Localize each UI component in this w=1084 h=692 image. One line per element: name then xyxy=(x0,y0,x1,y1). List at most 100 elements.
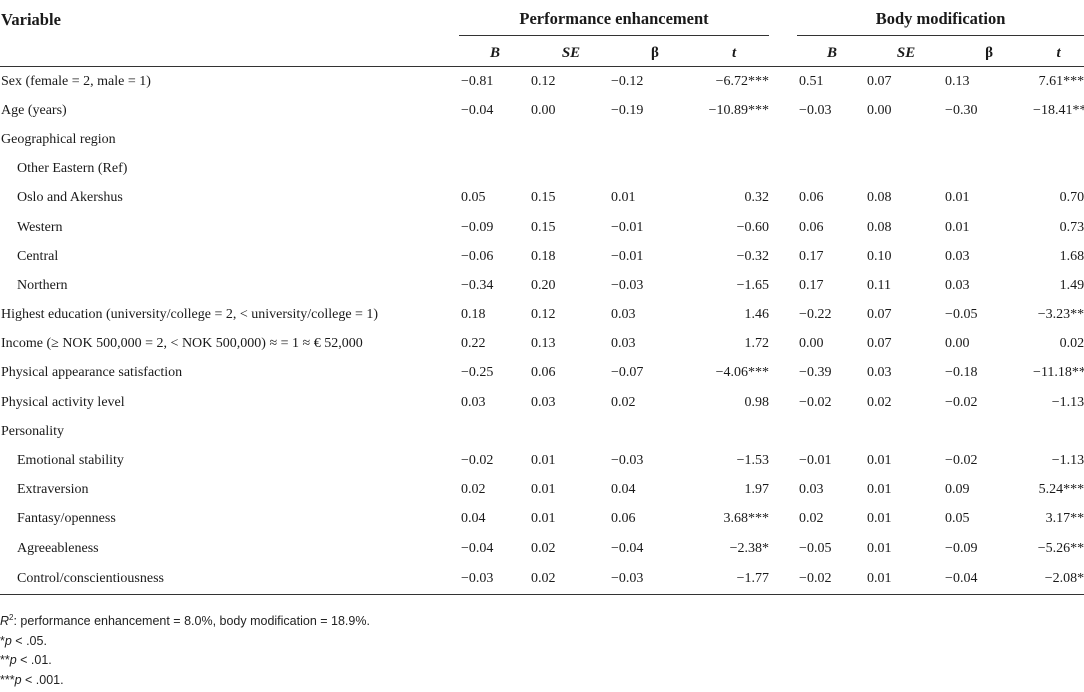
bm-cell-beta: −0.09 xyxy=(945,540,978,556)
pe-cell-se: 0.00 xyxy=(531,102,556,118)
row-label: Age (years) xyxy=(1,102,67,118)
pe-cell-t: 1.46 xyxy=(744,307,770,323)
bm-cell-beta xyxy=(945,125,1033,154)
table-row: Income (≥ NOK 500,000 = 2, < NOK 500,000… xyxy=(0,330,1084,359)
pe-cell-t xyxy=(699,125,769,154)
pe-cell-se: 0.12 xyxy=(531,73,556,89)
pe-cell-t xyxy=(699,155,769,184)
row-label: Highest education (university/college = … xyxy=(1,307,379,323)
bm-cell-t xyxy=(1033,417,1084,446)
pe-cell-b: −0.03 xyxy=(459,563,531,596)
bm-cell-beta: −0.04 xyxy=(945,563,1034,596)
bm-cell-t: 3.17** xyxy=(1045,511,1084,527)
bm-cell-t xyxy=(1033,155,1084,184)
r2-note: R2: performance enhancement = 8.0%, body… xyxy=(0,612,370,628)
pe-cell-t: 0.98 xyxy=(744,394,770,410)
bm-cell-beta xyxy=(945,417,1033,446)
pe-cell-t: −0.60 xyxy=(736,219,770,235)
pe-col-b: B xyxy=(459,40,531,67)
bm-cell-b xyxy=(797,125,867,154)
pe-cell-beta: −0.01 xyxy=(611,248,644,264)
bm-cell-se: 0.01 xyxy=(867,453,892,469)
p05-note: *p < .05. xyxy=(0,633,47,648)
body-modification-header: Body modification xyxy=(797,0,1084,40)
bm-cell-t: 0.70 xyxy=(1059,190,1084,206)
bm-cell-t: 1.49 xyxy=(1059,277,1084,293)
pe-cell-b: −0.04 xyxy=(461,540,494,556)
bm-cell-b: 0.06 xyxy=(799,190,824,206)
pe-cell-b: 0.18 xyxy=(461,307,486,323)
pe-cell-beta: 0.03 xyxy=(611,336,636,352)
pe-cell-b: −0.06 xyxy=(461,248,494,264)
table-row: Fantasy/openness 0.04 0.01 0.06 3.68*** 0.02 0… xyxy=(0,505,1084,534)
bm-cell-b: −0.03 xyxy=(799,102,832,118)
pe-cell-t: −6.72*** xyxy=(715,73,770,89)
bm-cell-beta: −0.02 xyxy=(945,453,978,469)
pe-cell-beta xyxy=(611,417,699,446)
bm-cell-b: 0.06 xyxy=(799,219,824,235)
pe-cell-t xyxy=(699,417,769,446)
row-label: Fantasy/openness xyxy=(17,511,116,527)
bm-cell-beta: 0.01 xyxy=(945,190,970,206)
table-row: Physical activity level 0.03 0.03 0.02 0.98 −… xyxy=(0,388,1084,417)
pe-cell-t: −2.38* xyxy=(729,540,770,556)
table-row: Northern −0.34 0.20 −0.03 −1.65 0.17 0.11 0.03 1… xyxy=(0,271,1084,300)
bm-cell-se: 0.07 xyxy=(867,307,892,323)
table-row: Emotional stability −0.02 0.01 −0.03 −1.53 −0… xyxy=(0,446,1084,475)
bm-cell-t xyxy=(1033,125,1084,154)
pe-cell-se xyxy=(531,125,611,154)
pe-cell-beta: −0.03 xyxy=(611,453,644,469)
body-modification-label: Body modification xyxy=(797,9,1084,36)
pe-cell-beta xyxy=(611,125,699,154)
pe-col-t: t xyxy=(699,40,770,67)
bm-cell-b: 0.17 xyxy=(799,277,824,293)
bm-cell-se: 0.07 xyxy=(867,73,892,89)
bm-cell-b xyxy=(797,417,867,446)
bm-cell-t: −18.41*** xyxy=(1033,102,1084,118)
bm-cell-se: 0.01 xyxy=(867,540,892,556)
pe-cell-se: 0.01 xyxy=(531,453,556,469)
pe-cell-b xyxy=(459,125,531,154)
row-label: Physical appearance satisfaction xyxy=(1,365,183,381)
table-row: Age (years) −0.04 0.00 −0.19 −10.89*** −0.03 0… xyxy=(0,96,1084,125)
bm-cell-se xyxy=(867,125,945,154)
bm-cell-t: 0.73 xyxy=(1059,219,1084,235)
performance-enhancement-label: Performance enhancement xyxy=(459,9,770,36)
bm-cell-beta: 0.01 xyxy=(945,219,970,235)
pe-cell-t: −1.53 xyxy=(736,453,770,469)
pe-cell-t: −4.06*** xyxy=(715,365,770,381)
bm-cell-b: −0.02 xyxy=(797,563,868,596)
pe-cell-se: 0.13 xyxy=(531,336,556,352)
pe-col-se: SE xyxy=(531,40,611,67)
p001-note: ***p < .001. xyxy=(0,672,64,687)
bm-cell-t: −1.13 xyxy=(1051,453,1084,469)
pe-cell-beta: −0.01 xyxy=(611,219,644,235)
bm-cell-se: 0.07 xyxy=(867,336,892,352)
row-label: Personality xyxy=(1,423,64,439)
pe-cell-se: 0.06 xyxy=(531,365,556,381)
pe-cell-beta: 0.06 xyxy=(611,511,636,527)
pe-cell-b: 0.03 xyxy=(461,394,486,410)
performance-enhancement-header: Performance enhancement xyxy=(459,0,770,40)
pe-cell-b: −0.25 xyxy=(461,365,494,381)
bm-cell-t: −11.18*** xyxy=(1033,365,1084,381)
pe-cell-t: −1.65 xyxy=(736,277,770,293)
pe-cell-b: −0.02 xyxy=(461,453,494,469)
pe-cell-b: −0.81 xyxy=(461,73,494,89)
pe-cell-t: −10.89*** xyxy=(708,102,770,118)
bm-cell-beta: 0.05 xyxy=(945,511,970,527)
bm-cell-se: 0.08 xyxy=(867,219,892,235)
table-row: Other Eastern (Ref) xyxy=(0,155,1084,184)
table-row: Control/conscientiousness −0.03 0.02 −0.03−… xyxy=(0,563,1084,596)
pe-cell-se: 0.03 xyxy=(531,394,556,410)
pe-cell-se: 0.15 xyxy=(531,219,556,235)
pe-cell-b xyxy=(459,155,531,184)
regression-table: Variable Performance enhancement Body mo… xyxy=(0,0,1084,596)
pe-cell-b: −0.04 xyxy=(461,102,494,118)
pe-cell-b: 0.05 xyxy=(461,190,486,206)
row-label: Northern xyxy=(17,277,68,293)
pe-cell-se xyxy=(531,417,611,446)
bm-col-t: t xyxy=(1033,40,1084,67)
variable-header: Variable xyxy=(1,10,61,29)
pe-cell-beta: −0.04 xyxy=(611,540,644,556)
